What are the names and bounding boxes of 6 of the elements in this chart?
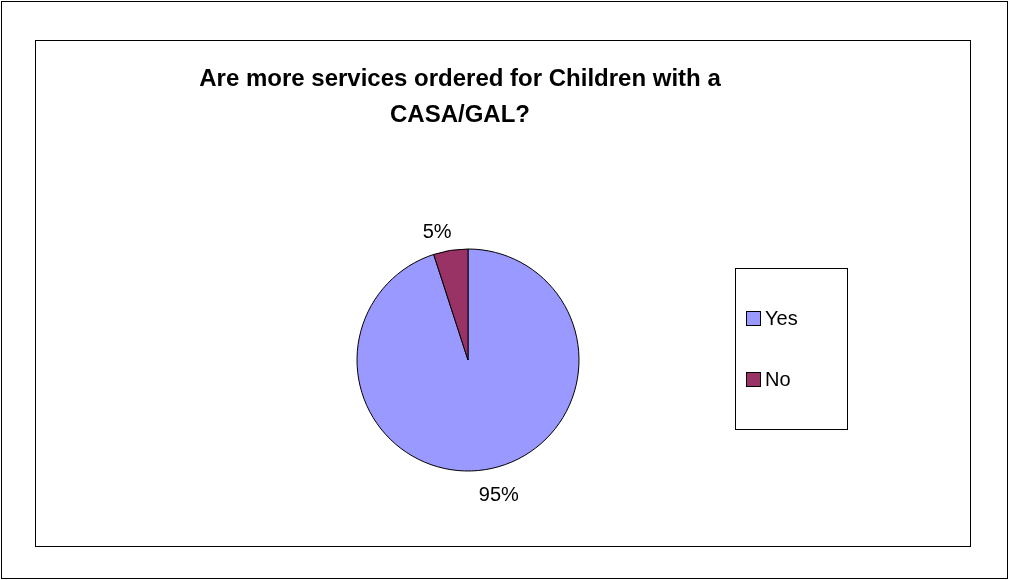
data-label: 5%: [422, 219, 452, 242]
chart-title: Are more services ordered for Children with a CASA/GAL?: [198, 63, 722, 129]
legend-label: Yes: [765, 307, 798, 330]
legend-label: No: [765, 368, 791, 391]
data-label: 95%: [478, 482, 520, 505]
pie-slice: [356, 248, 580, 472]
